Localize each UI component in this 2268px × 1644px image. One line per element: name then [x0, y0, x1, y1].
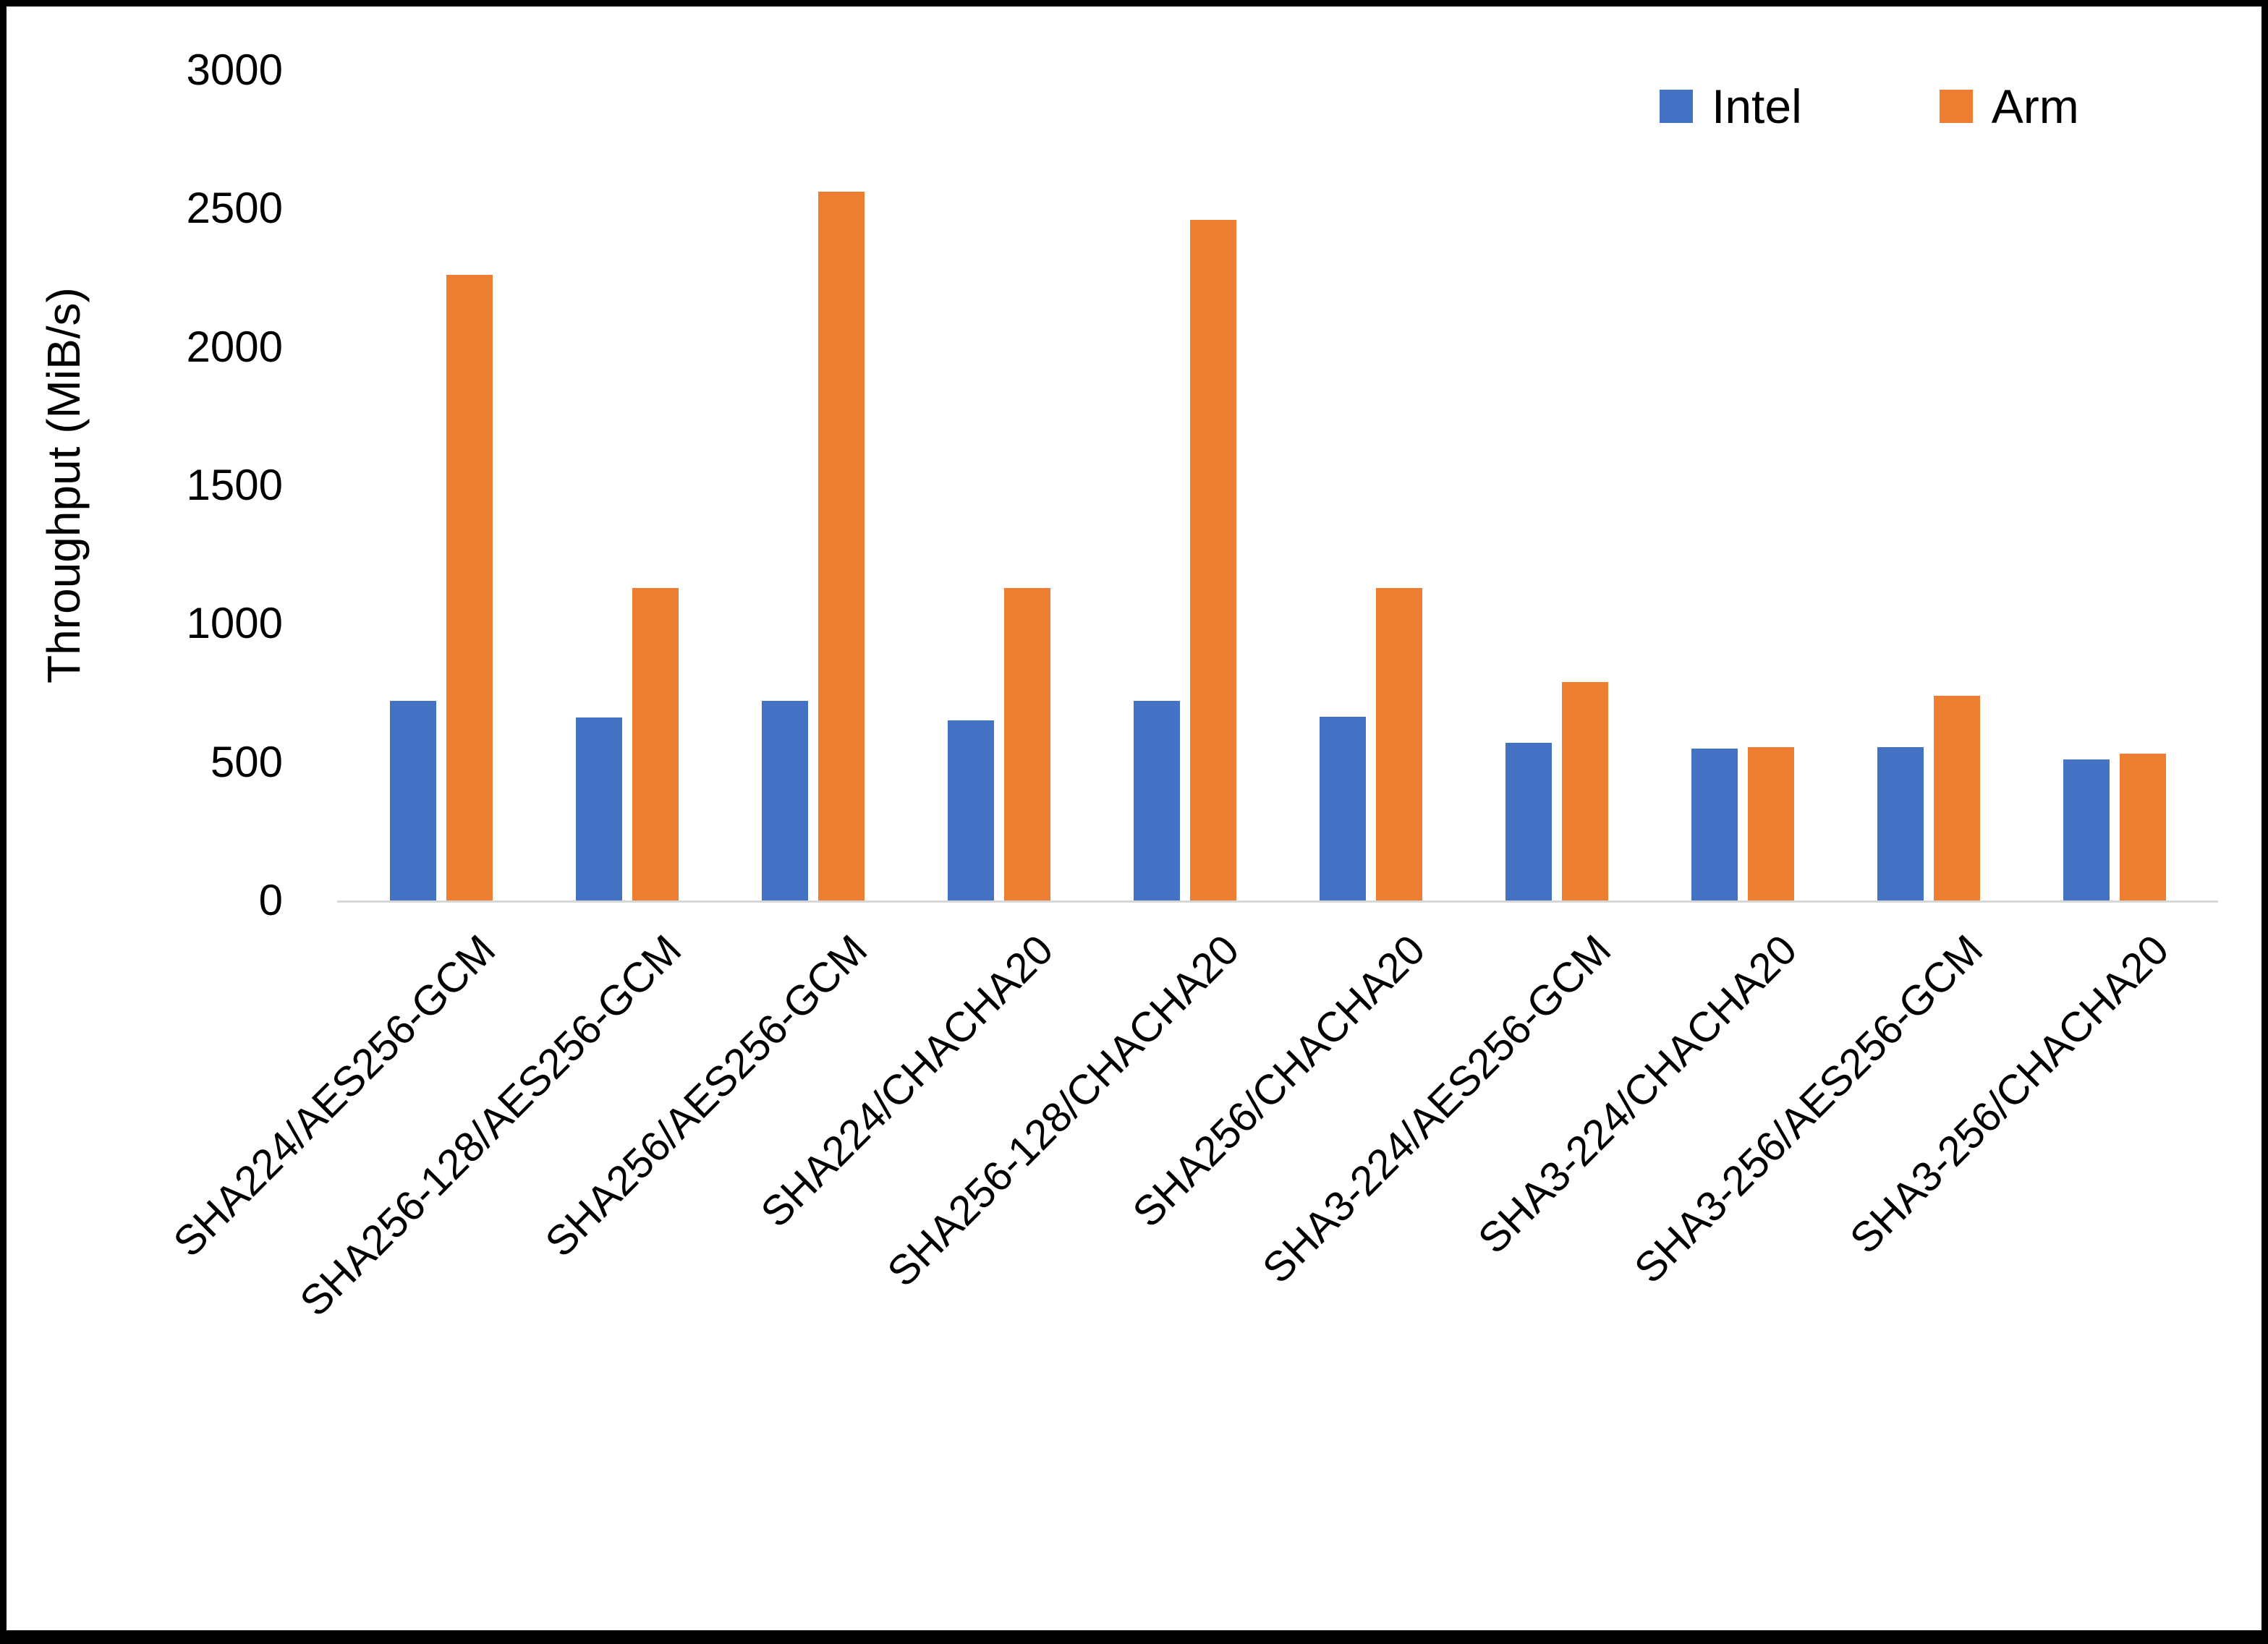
- y-tick-label: 2500: [186, 184, 283, 233]
- bar-intel-4: [1133, 701, 1180, 900]
- bar-arm-9: [2119, 754, 2166, 900]
- bar-intel-5: [1319, 716, 1366, 900]
- x-axis-line: [337, 900, 2218, 903]
- bar-arm-8: [1933, 695, 1980, 900]
- bar-intel-3: [947, 720, 994, 900]
- x-category-label: SHA256-128/AES256-GCM: [290, 926, 690, 1326]
- bar-intel-0: [389, 701, 436, 900]
- y-tick-label: 500: [210, 737, 283, 786]
- bar-arm-0: [446, 275, 493, 900]
- bar-intel-2: [761, 701, 808, 900]
- y-tick-label: 2000: [186, 322, 283, 371]
- plot-area: 0 500 1000 1500 2000 2500 3000 SHA224/AES256-GC…: [7, 7, 2261, 1630]
- bar-intel-9: [2063, 759, 2110, 900]
- legend: Intel Arm: [1660, 79, 2079, 134]
- bar-arm-1: [632, 587, 679, 900]
- bar-intel-7: [1691, 748, 1738, 900]
- bar-arm-4: [1189, 219, 1236, 900]
- y-tick-label: 0: [258, 876, 283, 924]
- legend-label-intel: Intel: [1712, 80, 1802, 133]
- legend-item-intel: Intel: [1660, 79, 1802, 134]
- bar-arm-7: [1747, 746, 1794, 900]
- bar-arm-6: [1561, 681, 1608, 900]
- x-category-label: SHA256/AES256-GCM: [535, 926, 876, 1266]
- bar-intel-1: [575, 717, 622, 900]
- legend-item-arm: Arm: [1939, 79, 2079, 134]
- legend-swatch-arm-icon: [1939, 90, 1973, 123]
- bar-intel-8: [1877, 746, 1924, 900]
- bar-arm-3: [1003, 587, 1050, 900]
- bar-intel-6: [1505, 742, 1552, 900]
- bar-arm-2: [817, 192, 865, 900]
- bar-arm-5: [1375, 587, 1422, 900]
- y-tick-label: 1000: [186, 599, 283, 648]
- legend-swatch-intel-icon: [1660, 90, 1693, 123]
- y-tick-label: 1500: [186, 461, 283, 509]
- y-tick-label: 3000: [186, 46, 283, 94]
- legend-label-arm: Arm: [1991, 80, 2079, 133]
